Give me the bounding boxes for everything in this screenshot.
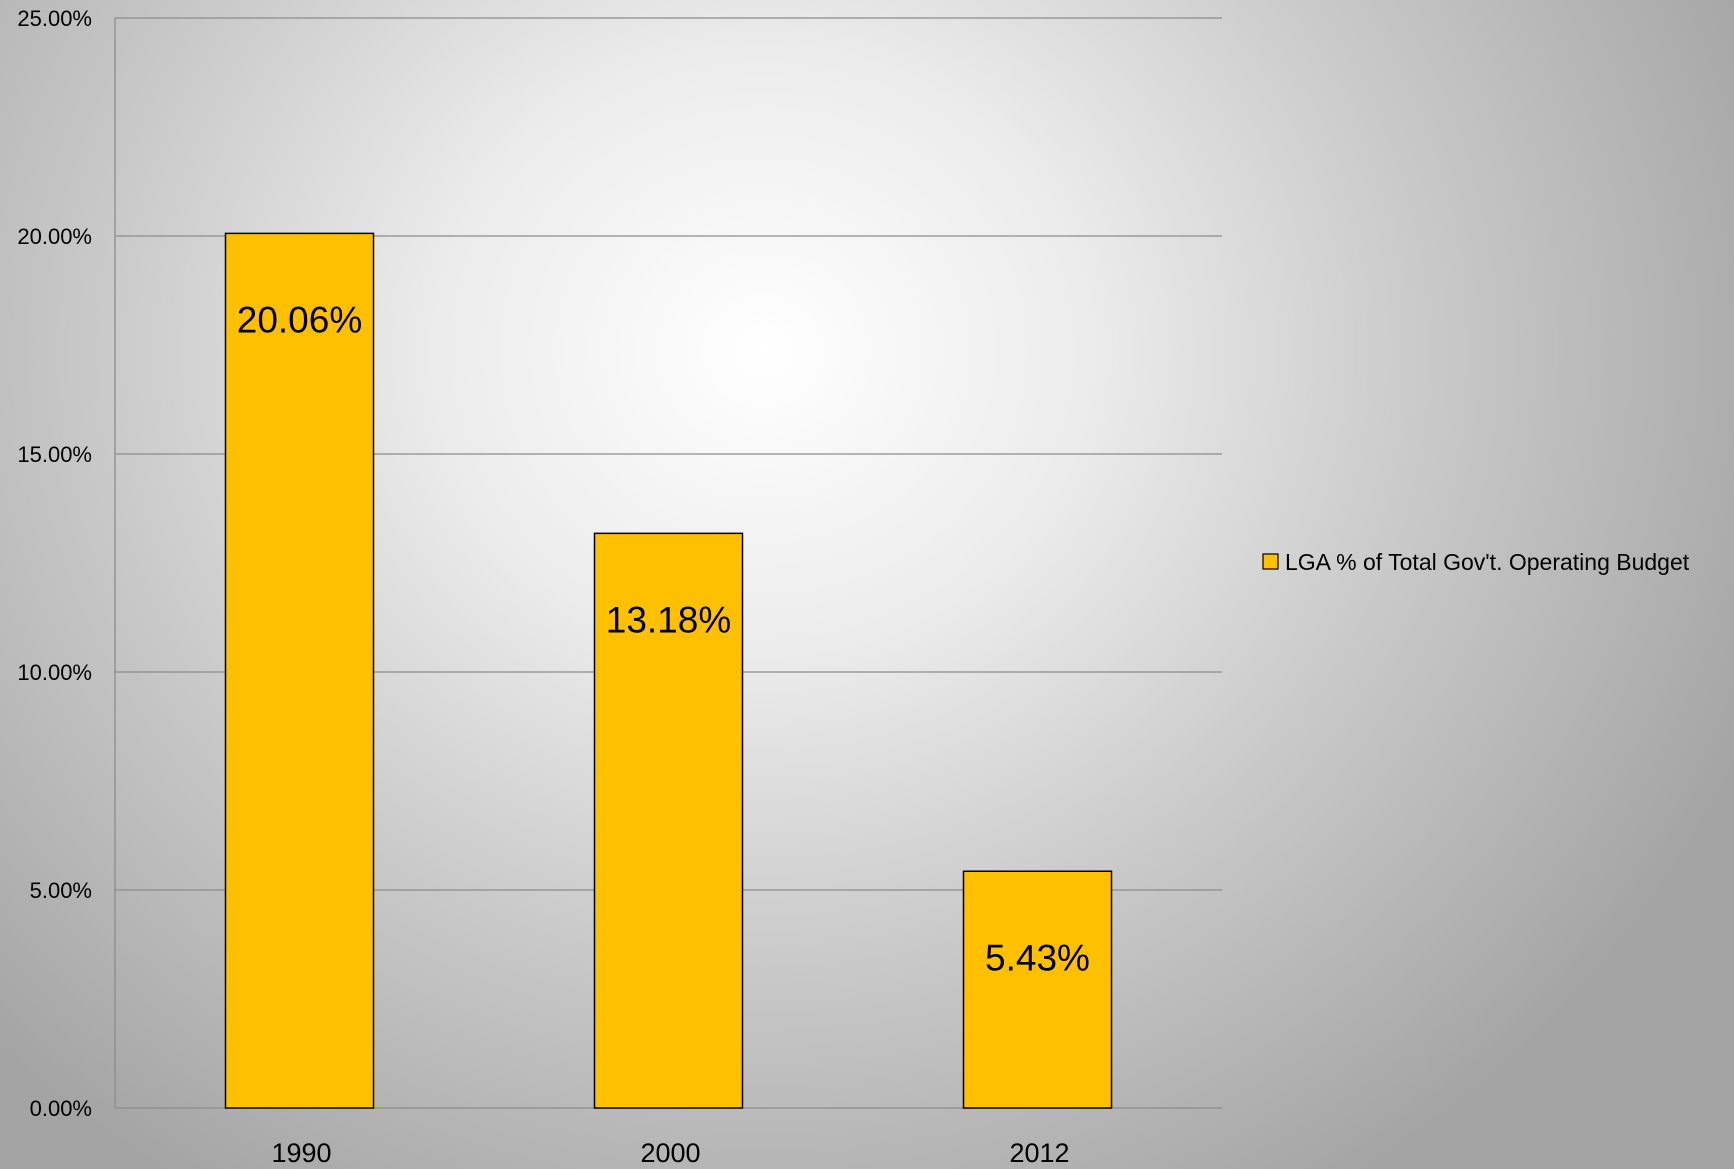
bar-1990 [224,232,375,1109]
legend-swatch [1262,553,1279,570]
x-axis-ticks: 1990 2000 2012 [271,1138,1069,1168]
data-label-2000: 13.18% [606,599,732,640]
legend: LGA % of Total Gov't. Operating Budget [1262,549,1690,575]
bars: 20.06% 13.18% 5.43% [224,232,1113,1109]
data-label-2012: 5.43% [985,937,1090,978]
y-tick-label: 10.00% [17,660,92,685]
y-axis-ticks: 0.00% 5.00% 10.00% 15.00% 20.00% 25.00% [17,6,92,1121]
y-tick-label: 0.00% [30,1096,92,1121]
y-tick-label: 15.00% [17,442,92,467]
x-tick-label: 1990 [271,1138,331,1168]
y-tick-label: 20.00% [17,224,92,249]
bar-2000 [593,532,744,1109]
x-tick-label: 2000 [640,1138,700,1168]
y-tick-label: 25.00% [17,6,92,31]
legend-label: LGA % of Total Gov't. Operating Budget [1285,549,1690,575]
x-tick-label: 2012 [1009,1138,1069,1168]
bar-2012 [962,870,1113,1109]
y-tick-label: 5.00% [30,878,92,903]
data-label-1990: 20.06% [237,299,363,340]
